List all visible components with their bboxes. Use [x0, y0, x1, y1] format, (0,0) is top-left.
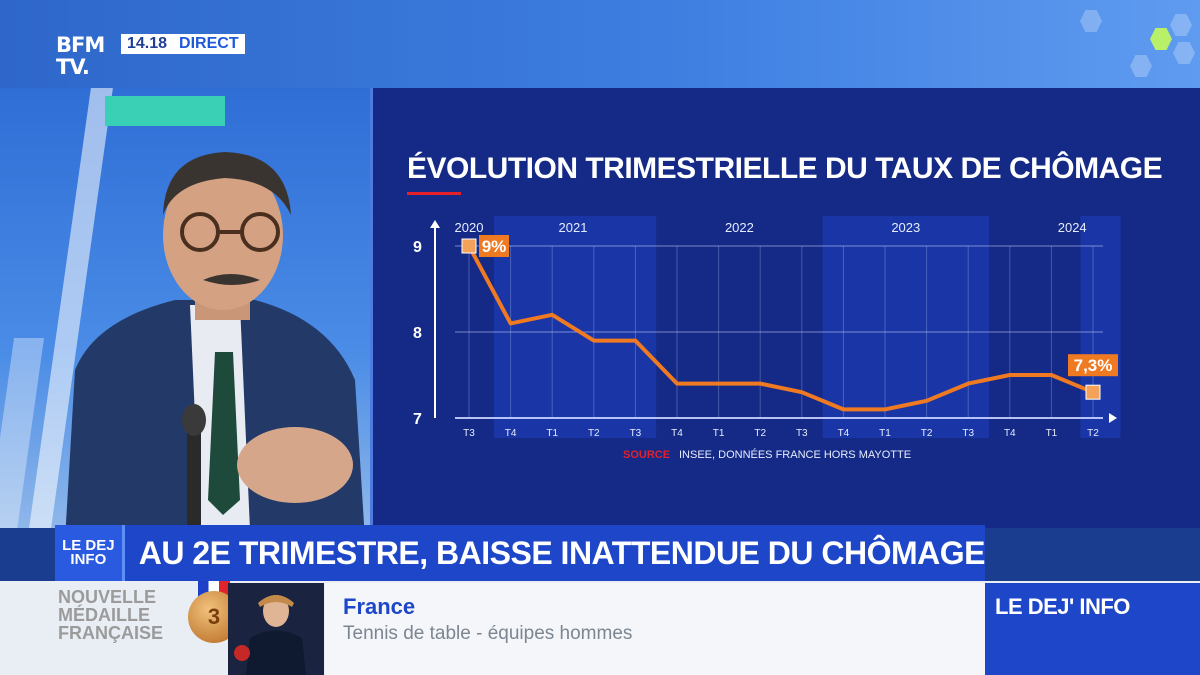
x-axis-arrow	[1109, 413, 1117, 423]
x-tick-label: T4	[505, 428, 517, 439]
clock-time: 14.18	[127, 35, 168, 52]
x-tick-label: T3	[463, 428, 475, 439]
channel-logo: BFM TV.	[56, 34, 116, 78]
x-tick-label: T2	[754, 428, 766, 439]
presenter-image	[65, 152, 365, 528]
x-tick-label: T4	[1004, 428, 1016, 439]
logo-line-1: BFM	[56, 33, 105, 57]
x-tick-label: T2	[588, 428, 600, 439]
x-tick-label: T1	[546, 428, 558, 439]
y-tick-label: 8	[413, 325, 422, 342]
live-label: DIRECT	[179, 35, 239, 52]
x-tick-label: T4	[838, 428, 850, 439]
chart-screen: ÉVOLUTION TRIMESTRIELLE DU TAUX DE CHÔMA…	[370, 88, 1200, 528]
show-logo-line-2: INFO	[70, 551, 107, 568]
y-tick-label: 7	[413, 411, 422, 428]
year-label: 2023	[891, 220, 920, 235]
year-band	[1080, 216, 1121, 438]
year-label: 2020	[455, 220, 484, 235]
lower-third: LE DEJ INFO AU 2E TRIMESTRE, BAISSE INAT…	[55, 525, 986, 581]
show-logo-line-1: LE DEJ	[62, 537, 115, 554]
x-tick-label: T2	[921, 428, 933, 439]
x-tick-label: T1	[713, 428, 725, 439]
title-underline	[407, 192, 461, 195]
source-label: SOURCE	[623, 449, 670, 461]
data-point-marker	[1085, 384, 1101, 400]
year-label: 2024	[1058, 220, 1087, 235]
ticker-main-panel	[325, 583, 985, 675]
live-chip: 14.18 DIRECT	[121, 34, 245, 54]
x-tick-label: T1	[879, 428, 891, 439]
data-label: 9%	[482, 237, 507, 256]
year-label: 2022	[725, 220, 754, 235]
y-axis-arrow	[430, 220, 440, 228]
hexagon-decoration	[1173, 42, 1195, 64]
studio-background	[0, 88, 370, 528]
data-point-marker	[461, 238, 477, 254]
x-tick-label: T4	[671, 428, 683, 439]
data-label-box	[1068, 354, 1118, 377]
year-label: 2021	[559, 220, 588, 235]
hexagon-decoration	[1130, 55, 1152, 77]
year-band	[822, 216, 989, 438]
ticker-left-label: NOUVELLE MÉDAILLE FRANÇAISE	[58, 587, 164, 643]
x-tick-label: T1	[1046, 428, 1058, 439]
medal-number: 3	[207, 604, 221, 629]
hexagon-decoration	[1170, 14, 1192, 36]
hexagon-decoration	[1080, 10, 1102, 32]
ticker-title: France	[343, 594, 416, 619]
source-text: INSEE, DONNÉES FRANCE HORS MAYOTTE	[679, 448, 911, 461]
athlete-photo	[228, 583, 324, 675]
x-tick-label: T2	[1087, 428, 1099, 439]
hexagon-decoration	[1150, 28, 1172, 50]
ticker-subtitle: Tennis de table - équipes hommes	[343, 623, 633, 644]
x-tick-label: T3	[796, 428, 808, 439]
data-label-box	[479, 235, 509, 257]
ticker-brand: LE DEJ' INFO	[995, 594, 1130, 619]
logo-line-2: TV.	[56, 55, 90, 79]
line-chart: 9 8 7 2020 2021 2022 2023 2024 T3 T4 T1 T2 T3 T4 T1 T2 T…	[413, 216, 1121, 461]
series-line	[467, 245, 1094, 412]
show-logo: LE DEJ INFO	[55, 525, 125, 581]
ticker-brand-panel	[985, 583, 1200, 675]
x-tick-label: T3	[630, 428, 642, 439]
chart-title: ÉVOLUTION TRIMESTRIELLE DU TAUX DE CHÔMA…	[407, 152, 1163, 185]
data-label: 7,3%	[1074, 356, 1113, 375]
y-tick-label: 9	[413, 239, 422, 256]
x-tick-label: T3	[962, 428, 974, 439]
headline: AU 2E TRIMESTRE, BAISSE INATTENDUE DU CH…	[138, 534, 986, 571]
